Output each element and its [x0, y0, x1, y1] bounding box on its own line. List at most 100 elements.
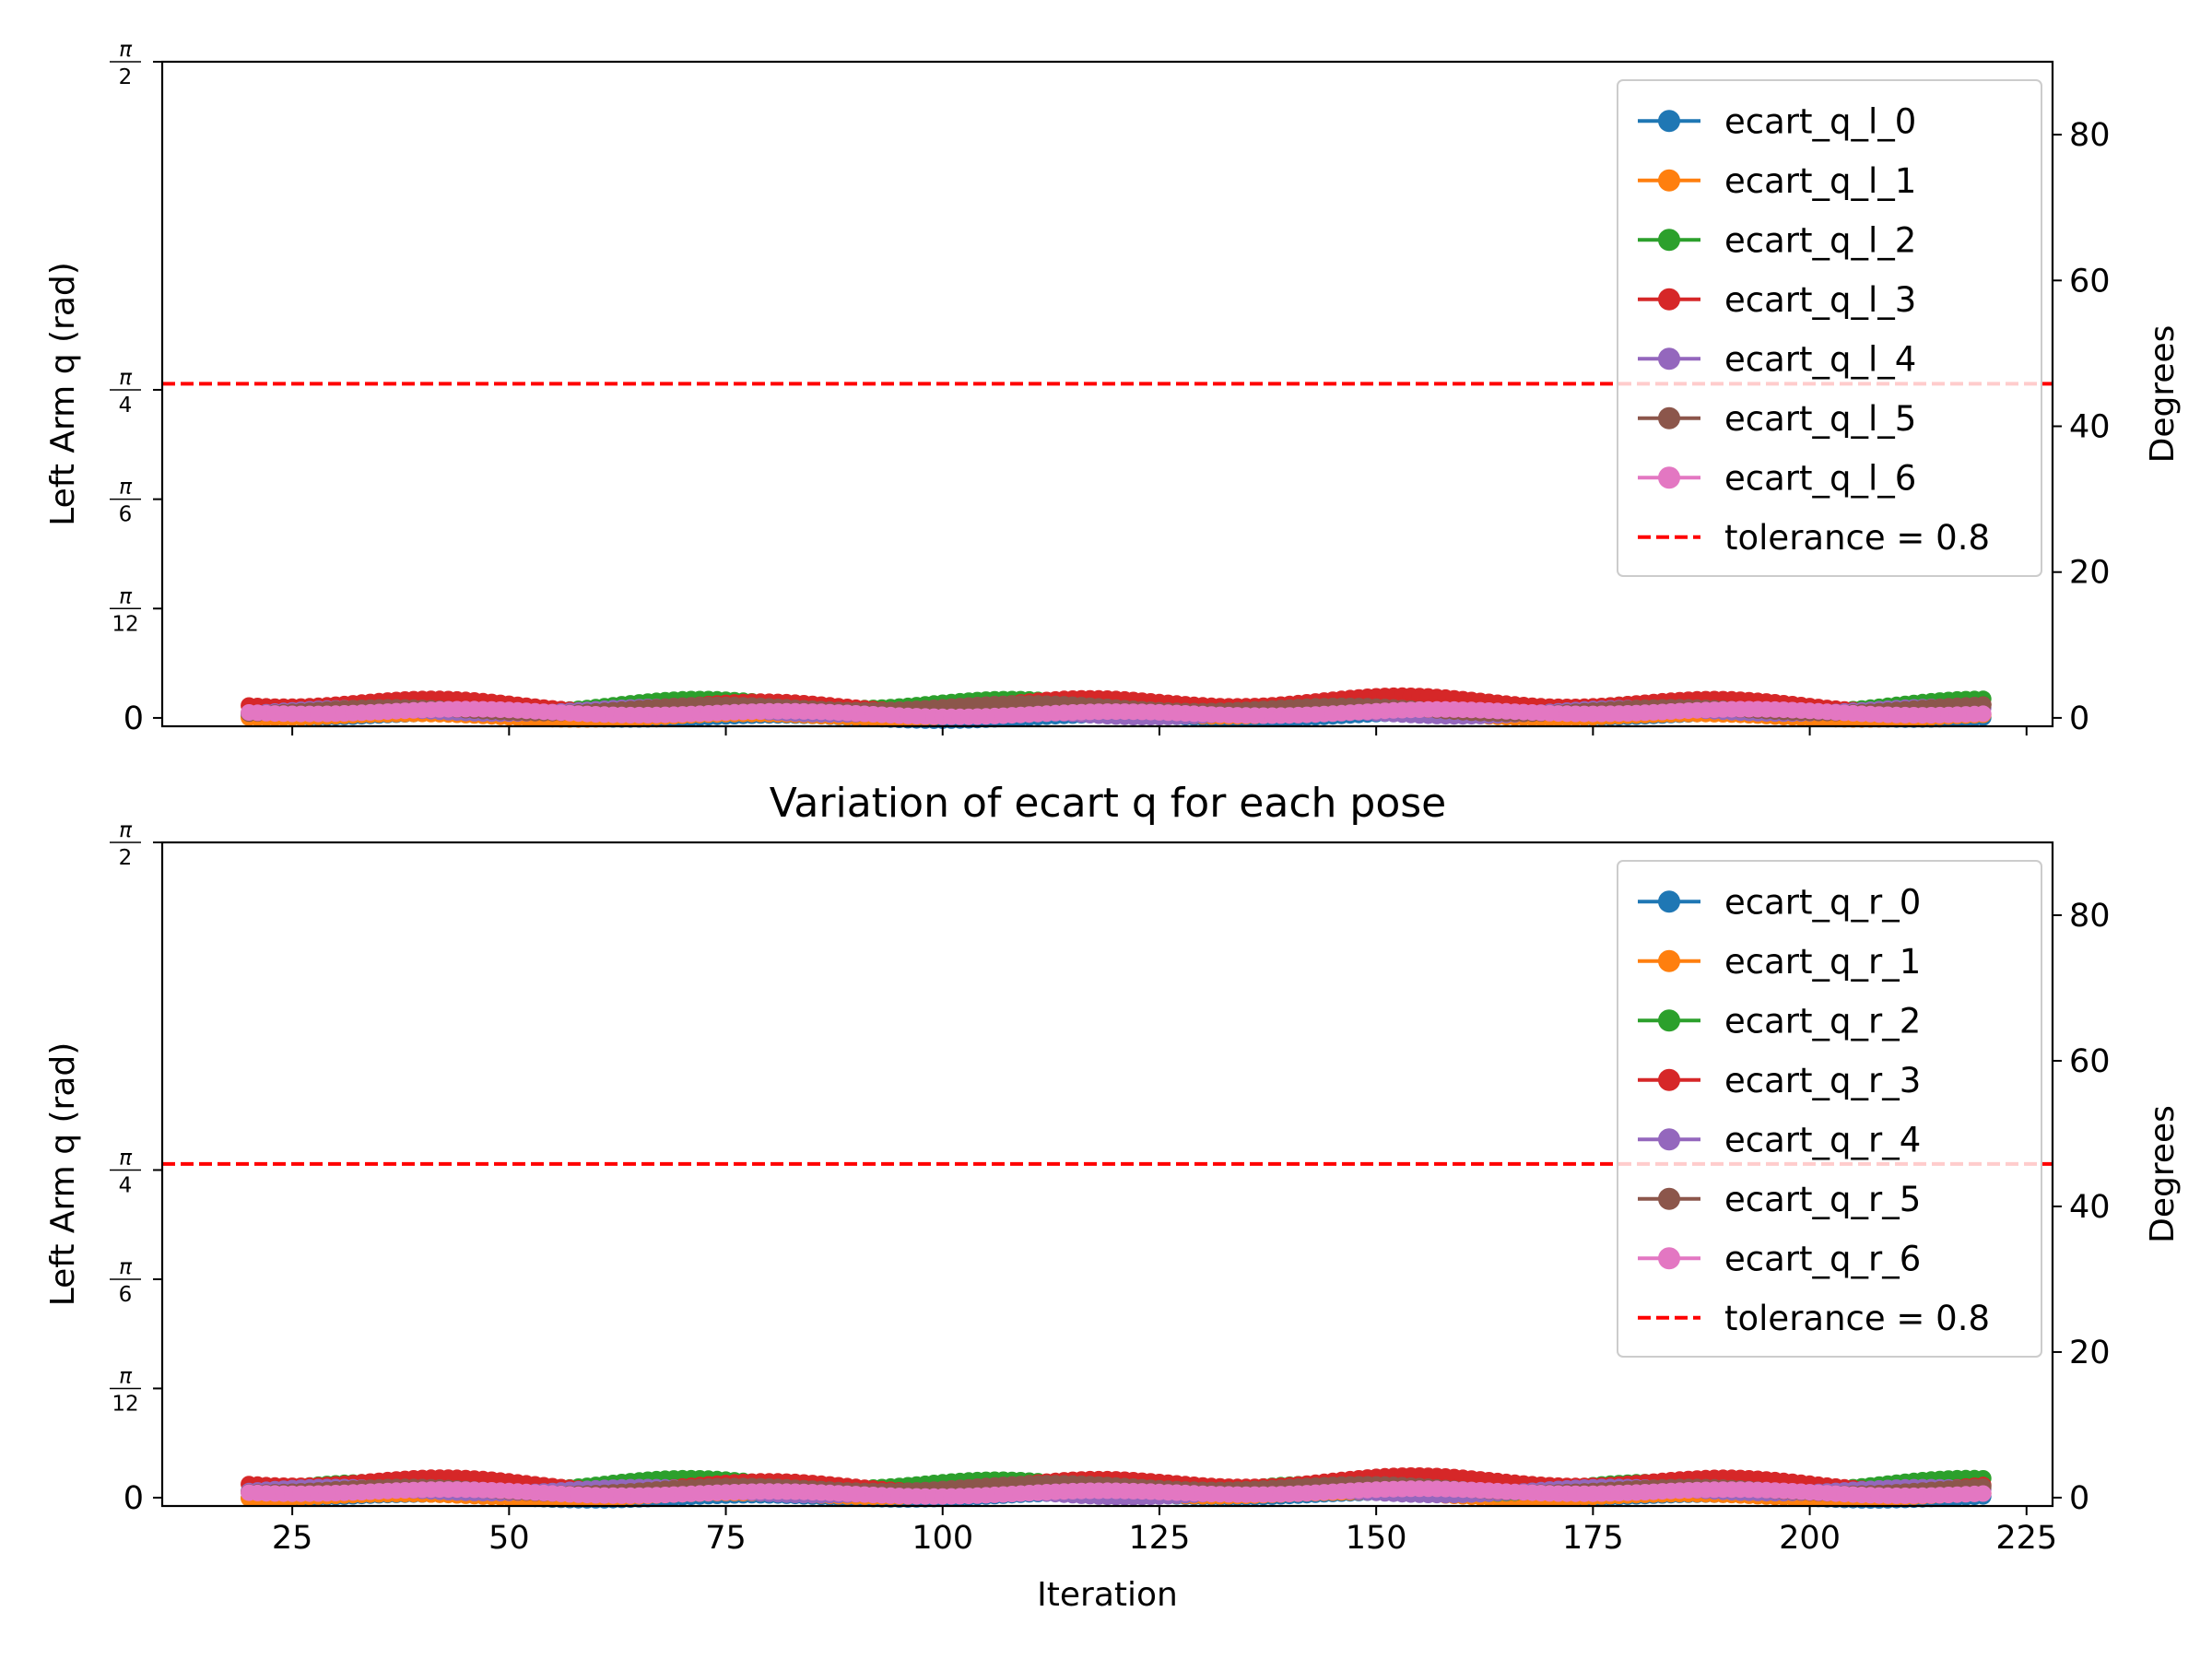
y-tick-label: π6 — [110, 476, 141, 527]
legend: ecart_q_l_0 ecart_q_l_1 ecart_q_l_2 ecart_q… — [1617, 79, 2042, 577]
y-axis-right: 0 20 40 60 80 — [2053, 898, 2111, 1517]
x-tick-label: 50 — [488, 1520, 530, 1557]
y-tick-label: π 12 — [110, 1364, 141, 1416]
legend-item: ecart_q_l_5 — [1638, 399, 1916, 439]
legend-marker — [1658, 466, 1680, 489]
legend-marker — [1658, 110, 1680, 133]
y-axis-left-title: Left Arm q (rad) — [44, 262, 82, 526]
legend-item: ecart_q_r_2 — [1638, 1001, 1921, 1041]
legend-label: ecart_q_l_2 — [1724, 220, 1916, 260]
series-ecart_q_l_6 — [241, 700, 1992, 725]
y-tick-label: π 12 — [110, 584, 141, 636]
legend-box — [1617, 79, 2042, 577]
legend-box — [1617, 860, 2042, 1358]
x-axis-title: Iteration — [1037, 1576, 1178, 1614]
y-tick-numerator: π — [119, 366, 133, 390]
y-tick-denominator: 2 — [119, 846, 133, 870]
y-right-tick-label: 0 — [2069, 700, 2089, 737]
y-right-tick-label: 20 — [2069, 1335, 2111, 1371]
y-tick-denominator: 12 — [112, 612, 138, 636]
legend-item: tolerance = 0.8 — [1638, 1299, 1990, 1338]
y-tick-label: π4 — [110, 1146, 141, 1197]
legend-marker — [1658, 890, 1680, 913]
legend-label: tolerance = 0.8 — [1724, 1299, 1990, 1338]
legend-marker — [1658, 949, 1680, 972]
y-axis-right-title: Degrees — [2144, 1105, 2182, 1243]
y-tick-numerator: π — [119, 1255, 133, 1279]
y-tick-label: π6 — [110, 1255, 141, 1307]
x-tick-label: 225 — [1995, 1520, 2057, 1557]
x-axis: 25 50 75 100 125 150 175 200 225 — [272, 1506, 2057, 1557]
x-tick-label: 25 — [272, 1520, 313, 1557]
legend-label: ecart_q_r_2 — [1724, 1001, 1921, 1041]
legend-marker — [1658, 347, 1680, 371]
y-tick-denominator: 12 — [112, 1392, 138, 1416]
y-tick-numerator: π — [119, 818, 133, 842]
legend-marker — [1658, 406, 1680, 429]
x-tick-label: 125 — [1129, 1520, 1191, 1557]
legend-marker — [1658, 288, 1680, 311]
y-tick-label: 0 — [124, 700, 144, 737]
y-right-tick-label: 80 — [2069, 117, 2111, 154]
legend-label: ecart_q_r_1 — [1724, 942, 1921, 982]
legend-item: ecart_q_l_1 — [1638, 161, 1916, 201]
legend-label: ecart_q_r_3 — [1724, 1061, 1921, 1100]
legend-item: ecart_q_l_3 — [1638, 280, 1916, 320]
x-tick-label: 200 — [1779, 1520, 1841, 1557]
y-axis-right-title: Degrees — [2144, 325, 2182, 464]
y-axis-left-title: Left Arm q (rad) — [44, 1042, 82, 1307]
y-right-tick-label: 0 — [2069, 1480, 2089, 1517]
y-tick-numerator: π — [119, 1146, 133, 1170]
legend-label: ecart_q_r_6 — [1724, 1239, 1921, 1278]
y-right-tick-label: 20 — [2069, 555, 2111, 592]
legend: ecart_q_r_0 ecart_q_r_1 ecart_q_r_2 ecart_q… — [1617, 860, 2042, 1358]
legend-item: ecart_q_r_6 — [1638, 1239, 1921, 1278]
legend-item: ecart_q_l_0 — [1638, 101, 1916, 141]
x-tick-label: 100 — [912, 1520, 973, 1557]
legend-label: ecart_q_r_0 — [1724, 882, 1921, 922]
x-axis — [291, 726, 2028, 735]
legend-item: ecart_q_l_4 — [1638, 339, 1916, 379]
legend-item: ecart_q_l_6 — [1638, 458, 1916, 498]
legend-marker — [1658, 169, 1680, 192]
plot-frame — [160, 60, 2054, 728]
legend-item: ecart_q_l_2 — [1638, 220, 1916, 260]
y-tick-label: π2 — [110, 818, 141, 870]
legend-label: ecart_q_r_5 — [1724, 1180, 1921, 1219]
y-tick-denominator: 4 — [119, 394, 133, 418]
chart-title: Variation of ecart q for each pose — [770, 780, 1447, 827]
legend-label: ecart_q_r_4 — [1724, 1120, 1921, 1159]
legend-item: ecart_q_r_4 — [1638, 1120, 1921, 1159]
legend-label: ecart_q_l_4 — [1724, 339, 1916, 379]
y-tick-denominator: 2 — [119, 65, 133, 89]
legend-label: ecart_q_l_0 — [1724, 101, 1916, 141]
y-right-tick-label: 80 — [2069, 898, 2111, 935]
y-tick-denominator: 6 — [119, 1283, 133, 1307]
y-right-tick-label: 60 — [2069, 1043, 2111, 1080]
legend-marker — [1658, 1187, 1680, 1210]
y-tick-numerator: π — [119, 1364, 133, 1388]
y-tick-numerator: π — [119, 584, 133, 608]
legend-label: ecart_q_l_1 — [1724, 161, 1916, 201]
x-tick-label: 150 — [1346, 1520, 1407, 1557]
legend-label: tolerance = 0.8 — [1724, 518, 1990, 558]
legend-label: ecart_q_l_5 — [1724, 399, 1916, 439]
plot-frame — [160, 841, 2054, 1508]
data-point — [1974, 1485, 1992, 1502]
y-right-tick-label: 40 — [2069, 409, 2111, 446]
legend-label: ecart_q_l_3 — [1724, 280, 1916, 320]
y-right-tick-label: 60 — [2069, 263, 2111, 300]
y-tick-numerator: π — [119, 38, 133, 62]
plot-series-group — [241, 687, 1992, 729]
legend-marker — [1658, 1128, 1680, 1151]
y-tick-label: 0 — [124, 1480, 144, 1517]
legend-item: ecart_q_r_1 — [1638, 942, 1921, 982]
y-tick-denominator: 6 — [119, 503, 133, 527]
y-tick-numerator: π — [119, 476, 133, 500]
y-tick-denominator: 4 — [119, 1173, 133, 1197]
